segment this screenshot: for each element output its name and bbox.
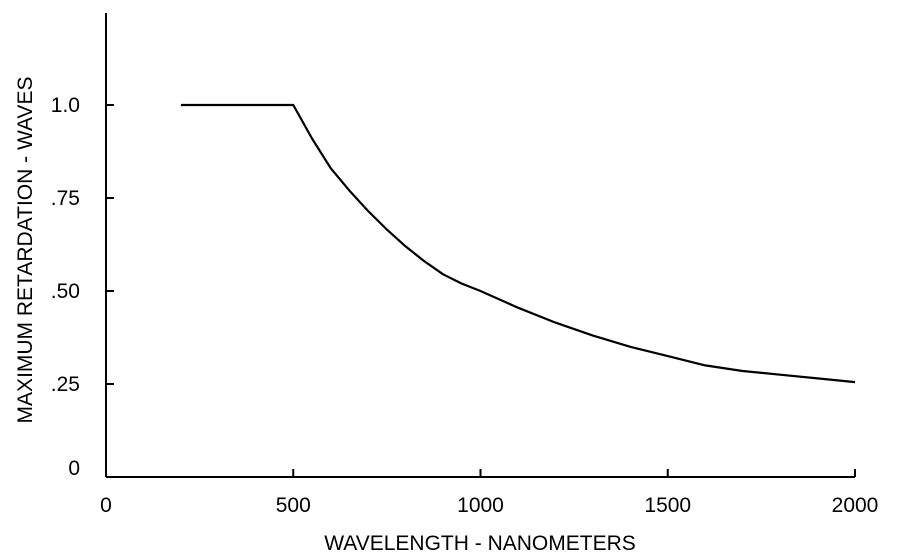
y-tick-label: .25 xyxy=(51,373,80,396)
x-tick-label: 2000 xyxy=(832,494,879,517)
y-tick-label: 1.0 xyxy=(51,94,80,117)
x-axis-ticks: 0 500 1000 1500 2000 xyxy=(100,469,878,517)
y-axis-ticks: 0 .25 .50 .75 1.0 xyxy=(51,94,114,480)
y-axis-title: MAXIMUM RETARDATION - WAVES xyxy=(14,77,37,424)
x-tick-label: 0 xyxy=(100,494,112,517)
y-tick-label: 0 xyxy=(68,457,80,480)
retardation-curve xyxy=(180,103,856,384)
series-layer xyxy=(180,103,856,384)
y-tick-label: .75 xyxy=(51,187,80,210)
x-tick-label: 1500 xyxy=(644,494,691,517)
x-axis-title: WAVELENGTH - NANOMETERS xyxy=(324,532,636,555)
x-tick-label: 1000 xyxy=(457,494,504,517)
axes xyxy=(105,13,855,478)
y-tick-label: .50 xyxy=(51,280,80,303)
x-tick-label: 500 xyxy=(276,494,311,517)
